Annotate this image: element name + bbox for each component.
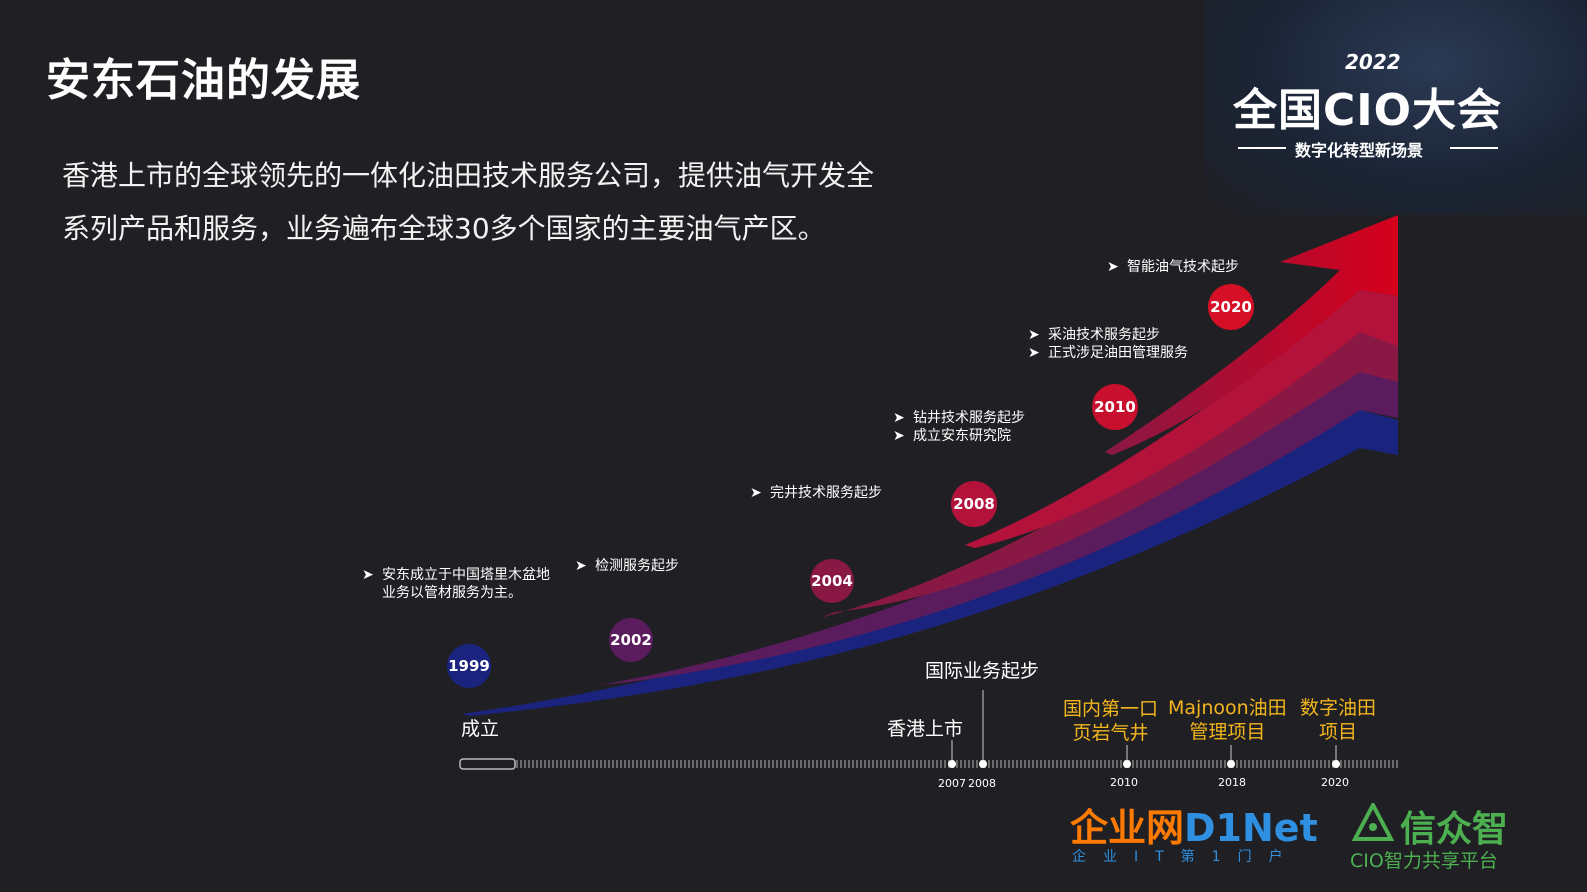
milestone-1999: ➤ 安东成立于中国塔里木盆地 业务以管材服务为主。 [362,567,550,601]
timeline-start-marker [459,758,516,770]
arrow-band-purple [600,370,1398,685]
timeline-year-2008: 2008 [968,777,996,790]
xinzhongzhi-logo: 信众智 [1400,809,1509,850]
year-badge-2004: 2004 [810,559,854,603]
year-badge-2020: 2020 [1208,284,1254,330]
timeline-label-majnoon: Majnoon油田 管理项目 [1168,697,1287,743]
timeline-dot-2010 [1123,760,1131,768]
timeline-year-2018: 2018 [1218,776,1246,789]
timeline-start-label: 成立 [461,718,500,740]
timeline-year-2007: 2007 [938,777,966,790]
bullet-arrow-icon: ➤ [575,558,587,574]
bullet-arrow-icon: ➤ [750,485,762,501]
d1net-logo: 企业网D1Net [1070,806,1318,850]
timeline-dot-2018 [1227,760,1235,768]
timeline-year-2010: 2010 [1110,776,1138,789]
year-badge-2002: 2002 [609,618,653,662]
event-name: 全国CIO大会 [1233,85,1503,136]
event-logo-background [1205,0,1587,215]
slogan-divider-left [1238,147,1286,149]
bullet-arrow-icon: ➤ [362,567,374,583]
event-year: 2022 [1345,50,1401,74]
event-slogan: 数字化转型新场景 [1295,141,1424,160]
bullet-arrow-icon: ➤ [1107,259,1119,275]
milestone-2008: ➤ 钻井技术服务起步 ➤ 成立安东研究院 [893,410,1025,444]
bullet-arrow-icon: ➤ [893,410,905,426]
bullet-arrow-icon: ➤ [893,428,905,444]
milestone-2010: ➤ 采油技术服务起步 ➤ 正式涉足油田管理服务 [1028,327,1188,361]
timeline-label-hk-listing: 香港上市 [887,718,964,740]
bullet-arrow-icon: ➤ [1028,327,1040,343]
year-badge-2010: 2010 [1092,384,1138,430]
arrow-band-red [1105,215,1398,455]
page-title: 安东石油的发展 [46,55,361,106]
year-badge-2008: 2008 [951,481,997,527]
milestone-2020: ➤ 智能油气技术起步 [1107,259,1239,275]
timeline-dot-2008 [979,760,987,768]
timeline-year-2020: 2020 [1321,776,1349,789]
slogan-divider-right [1450,147,1498,149]
milestone-2004: ➤ 完井技术服务起步 [750,485,882,501]
timeline-label-shale-gas: 国内第一口 页岩气井 [1063,698,1159,744]
milestone-2002: ➤ 检测服务起步 [575,558,679,574]
year-badge-1999: 1999 [447,644,491,688]
timeline-label-digital-oilfield: 数字油田 项目 [1300,697,1377,743]
bullet-arrow-icon: ➤ [1028,345,1040,361]
xinzhongzhi-tagline: CIO智力共享平台 [1350,850,1498,872]
d1net-tagline: 企业IT第1门户 [1072,849,1300,865]
intro-line-2: 系列产品和服务，业务遍布全球30多个国家的主要油气产区。 [62,212,826,245]
timeline-dot-2007 [948,760,956,768]
intro-line-1: 香港上市的全球领先的一体化油田技术服务公司，提供油气开发全 [62,159,875,192]
arrow-band-crimson [965,290,1398,548]
timeline-label-international: 国际业务起步 [925,660,1040,682]
timeline-dot-2020 [1332,760,1340,768]
xinzhongzhi-logo-icon [1352,803,1394,841]
